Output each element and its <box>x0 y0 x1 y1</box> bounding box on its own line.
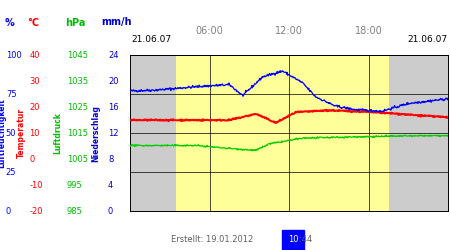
Text: Luftfeuchtigkeit: Luftfeuchtigkeit <box>0 98 6 168</box>
Text: 1045: 1045 <box>67 50 88 59</box>
Text: 1035: 1035 <box>67 76 88 86</box>
Text: 100: 100 <box>6 50 22 59</box>
Text: 10: 10 <box>288 236 298 244</box>
Text: 12: 12 <box>108 128 118 138</box>
Text: 12:00: 12:00 <box>275 26 303 36</box>
Text: %: % <box>4 18 14 28</box>
Text: hPa: hPa <box>65 18 86 28</box>
Text: 50: 50 <box>6 128 16 138</box>
Text: 16: 16 <box>108 102 119 112</box>
Text: 1005: 1005 <box>67 155 88 164</box>
Text: 0: 0 <box>29 155 35 164</box>
Text: 0: 0 <box>6 207 11 216</box>
Text: 20: 20 <box>108 76 118 86</box>
Text: °C: °C <box>27 18 39 28</box>
Text: 1025: 1025 <box>67 102 88 112</box>
Text: 20: 20 <box>29 102 40 112</box>
Text: 8: 8 <box>108 155 113 164</box>
Text: 4: 4 <box>108 181 113 190</box>
Text: 18:00: 18:00 <box>355 26 382 36</box>
Text: 21.06.07: 21.06.07 <box>407 35 447 44</box>
Bar <box>388 55 448 211</box>
Text: 24: 24 <box>108 50 118 59</box>
Text: Temperatur: Temperatur <box>17 108 26 158</box>
Text: 30: 30 <box>29 76 40 86</box>
Text: :44: :44 <box>299 236 312 244</box>
Text: 25: 25 <box>6 168 16 177</box>
Text: mm/h: mm/h <box>101 18 132 28</box>
Text: Luftdruck: Luftdruck <box>53 112 62 154</box>
Text: 10: 10 <box>29 128 40 138</box>
Text: -20: -20 <box>29 207 43 216</box>
Text: 1015: 1015 <box>67 128 88 138</box>
Text: -10: -10 <box>29 181 43 190</box>
Text: 21.06.07: 21.06.07 <box>131 35 171 44</box>
Text: 995: 995 <box>67 181 82 190</box>
Text: Erstellt: 19.01.2012: Erstellt: 19.01.2012 <box>171 236 256 244</box>
Bar <box>130 55 176 211</box>
Text: 06:00: 06:00 <box>196 26 224 36</box>
Text: 0: 0 <box>108 207 113 216</box>
Text: 985: 985 <box>67 207 82 216</box>
Text: 40: 40 <box>29 50 40 59</box>
Text: Niederschlag: Niederschlag <box>91 105 100 162</box>
Text: 75: 75 <box>6 90 17 98</box>
